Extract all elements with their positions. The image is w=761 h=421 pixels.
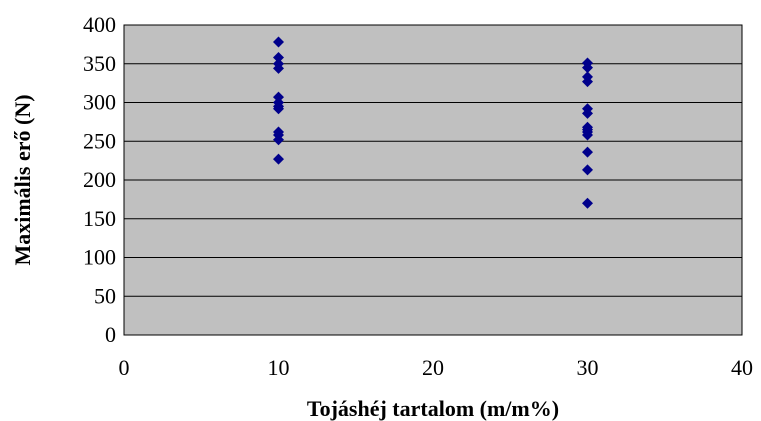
y-tick-label: 100 — [83, 245, 116, 270]
data-point — [582, 107, 593, 119]
x-axis-title: Tojáshéj tartalom (m/m%) — [307, 396, 559, 421]
x-tick-label: 10 — [268, 355, 290, 380]
y-tick-label: 250 — [83, 128, 116, 153]
x-tick-label: 40 — [731, 355, 753, 380]
data-point — [273, 103, 284, 115]
data-point — [273, 52, 284, 64]
data-point — [273, 36, 284, 48]
data-point — [582, 129, 593, 141]
x-tick-label: 30 — [577, 355, 599, 380]
gridlines — [124, 63, 742, 297]
y-tick-label: 200 — [83, 167, 116, 192]
data-point — [273, 153, 284, 165]
data-point — [582, 76, 593, 88]
y-tick-label: 350 — [83, 51, 116, 76]
x-tick-labels: 0 10 20 30 40 — [119, 355, 754, 380]
y-tick-label: 150 — [83, 206, 116, 231]
y-tick-label: 300 — [83, 90, 116, 115]
data-points — [273, 36, 593, 209]
y-tick-labels: 0 50 100 150 200 250 300 350 400 — [83, 12, 116, 347]
y-tick-label: 50 — [94, 283, 116, 308]
x-tick-label: 20 — [422, 355, 444, 380]
x-tick-label: 0 — [119, 355, 130, 380]
data-point — [582, 62, 593, 74]
y-axis-title: Maximális erő (N) — [10, 94, 35, 265]
y-tick-label: 0 — [105, 322, 116, 347]
data-point — [582, 197, 593, 209]
y-tick-label: 400 — [83, 12, 116, 37]
data-point — [582, 146, 593, 158]
data-point — [582, 164, 593, 176]
data-point — [273, 134, 284, 146]
data-point — [273, 62, 284, 74]
